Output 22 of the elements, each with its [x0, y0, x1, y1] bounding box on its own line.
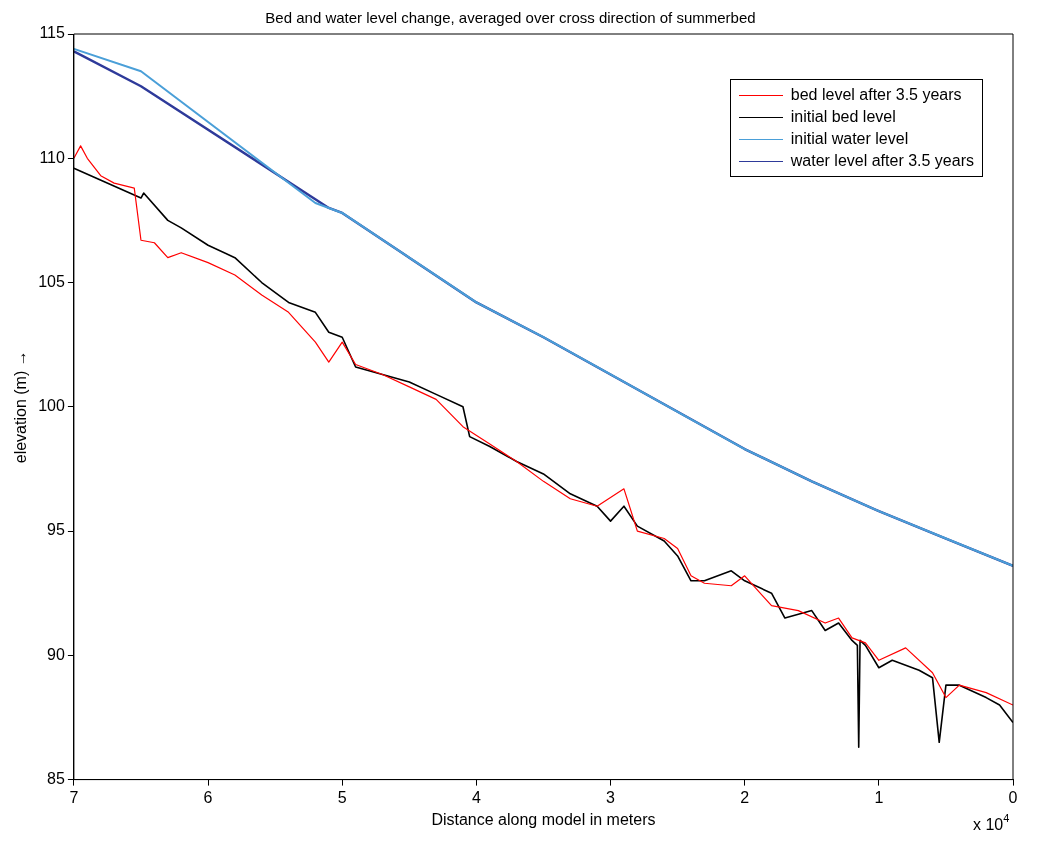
x-tick-label: 4 — [471, 788, 481, 806]
x-tick-label: 1 — [874, 788, 884, 806]
y-tick-label: 110 — [39, 148, 65, 166]
x-tick-label: 2 — [740, 788, 750, 806]
y-tick-label: 100 — [38, 397, 65, 415]
y-tick-label: 115 — [39, 24, 65, 42]
y-axis-title: elevation (m) → — [12, 350, 30, 464]
x-tick-label: 3 — [606, 788, 616, 806]
x-tick-label: 5 — [337, 788, 347, 806]
legend-label: initial water level — [790, 130, 909, 148]
x-axis-title: Distance along model in meters — [431, 810, 656, 828]
x-tick-label: 0 — [1008, 788, 1018, 806]
legend-label: water level after 3.5 years — [790, 152, 974, 170]
y-tick-label: 105 — [38, 272, 65, 290]
y-tick-label: 85 — [47, 770, 65, 788]
legend-label: bed level after 3.5 years — [790, 86, 962, 104]
legend-label: initial bed level — [790, 108, 896, 126]
chart-title: Bed and water level change, averaged over cross direction of summerbed — [265, 9, 756, 27]
y-tick-label: 95 — [47, 521, 65, 539]
y-tick-label: 90 — [47, 645, 65, 663]
x-tick-label: 6 — [203, 788, 213, 806]
x-tick-label: 7 — [69, 788, 79, 806]
